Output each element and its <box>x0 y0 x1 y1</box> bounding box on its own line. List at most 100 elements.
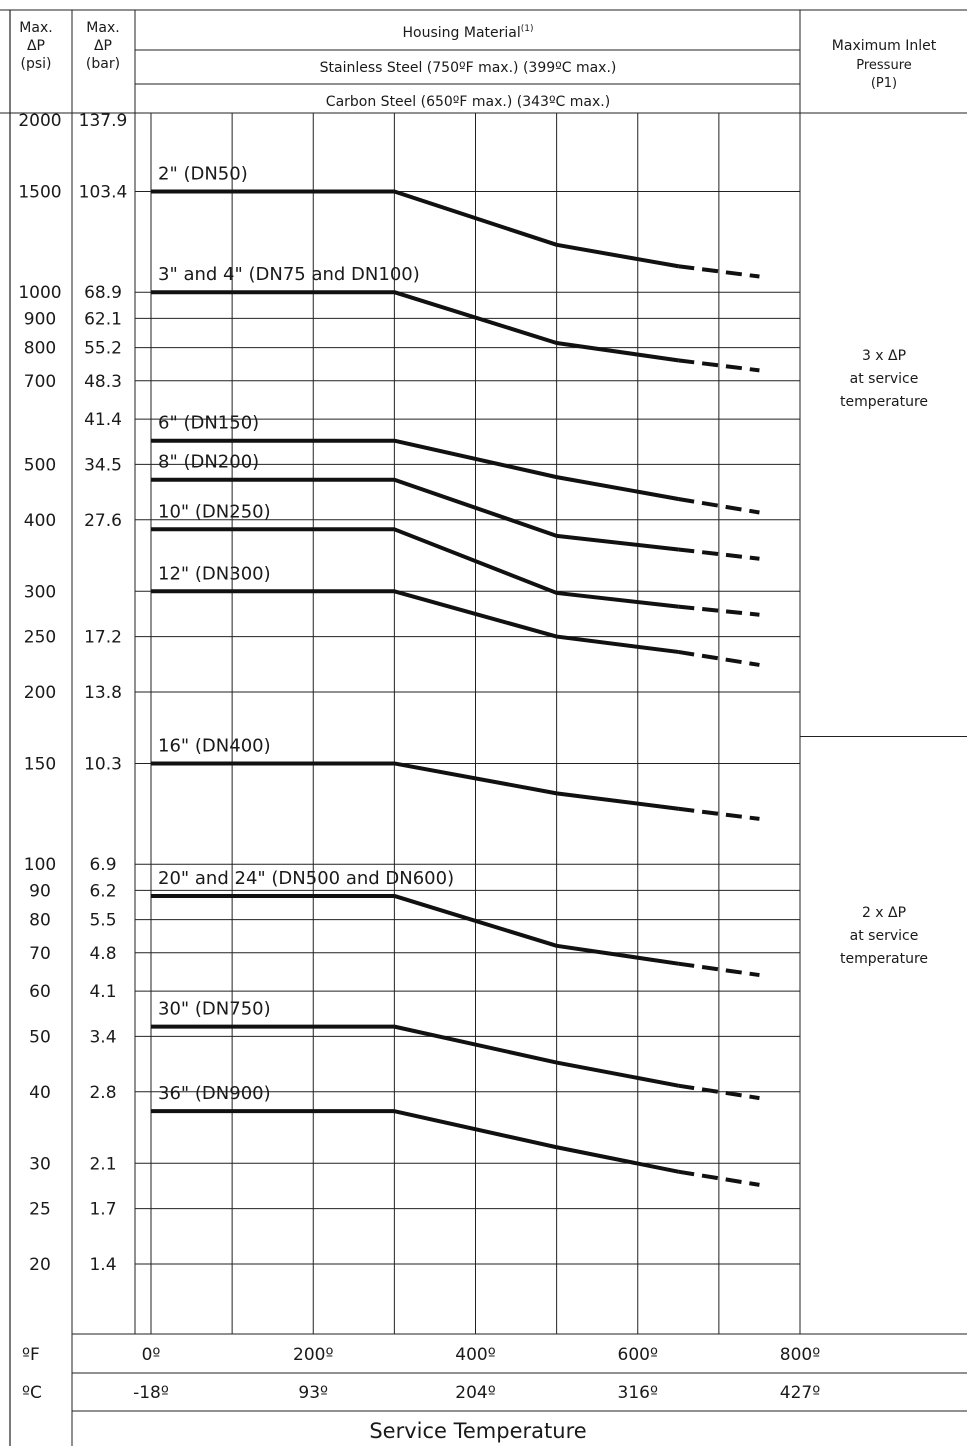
y-tick-psi: 500 <box>24 455 56 475</box>
y-tick-psi: 1000 <box>18 283 61 303</box>
series-line-solid <box>151 1109 679 1174</box>
x-axis: ºF ºC Service Temperature 0º 200º 400º 600º… <box>22 1345 820 1443</box>
y-tick-psi: 80 <box>29 911 51 931</box>
y-tick-psi: 150 <box>24 754 56 774</box>
y-tick-bar: 2.8 <box>89 1083 116 1103</box>
header-bar-max: Max. <box>86 20 119 36</box>
y-tick-psi: 60 <box>29 982 51 1002</box>
x-tick-c: -18º <box>133 1383 169 1403</box>
y-tick-bar: 4.8 <box>89 944 116 964</box>
header-stainless-steel: Stainless Steel (750ºF max.) (399ºC max.… <box>320 60 617 76</box>
header-max-inlet-1: Maximum Inlet <box>832 38 937 54</box>
series-line-dashed <box>677 1169 760 1187</box>
series-lines <box>151 189 760 1187</box>
y-tick-psi: 2000 <box>18 111 61 131</box>
x-tick-c: 427º <box>780 1383 820 1403</box>
series-line-solid <box>151 1024 679 1088</box>
y-tick-psi: 20 <box>29 1255 51 1275</box>
y-tick-bar: 17.2 <box>84 628 122 648</box>
series-line-dashed <box>678 604 760 617</box>
y-tick-psi: 400 <box>24 511 56 531</box>
grid <box>135 113 800 1334</box>
y-tick-bar: 5.5 <box>89 911 116 931</box>
inlet-pressure-note: temperature <box>840 394 928 410</box>
y-tick-bar: 13.8 <box>84 683 122 703</box>
inlet-pressure-note: at service <box>850 371 919 387</box>
series-labels: 2" (DN50) 3" and 4" (DN75 and DN100) 6" (D… <box>158 163 454 1104</box>
header-max-inlet-2: Pressure <box>856 58 912 73</box>
y-tick-psi: 800 <box>24 339 56 359</box>
series-label: 10" (DN250) <box>158 501 271 522</box>
series-label: 20" and 24" (DN500 and DN600) <box>158 868 454 889</box>
y-tick-psi: 25 <box>29 1200 51 1220</box>
series-label: 12" (DN300) <box>158 563 271 584</box>
y-tick-psi: 1500 <box>18 182 61 202</box>
y-tick-bar: 41.4 <box>84 410 122 430</box>
y-tick-psi: 100 <box>24 855 56 875</box>
y-tick-bar: 48.3 <box>84 372 122 392</box>
y-tick-bar: 10.3 <box>84 754 122 774</box>
series-line-dashed <box>678 264 760 279</box>
x-unit-c: ºC <box>22 1383 42 1403</box>
x-unit-f: ºF <box>22 1345 40 1365</box>
y-tick-bar: 6.2 <box>89 881 116 901</box>
series-line-solid <box>151 527 679 609</box>
inlet-pressure-note: 3 x ΔP <box>862 348 906 364</box>
header-carbon-steel: Carbon Steel (650ºF max.) (343ºC max.) <box>326 94 610 110</box>
series-label: 16" (DN400) <box>158 735 271 756</box>
series-line-dashed <box>677 649 760 667</box>
y-tick-psi: 250 <box>24 628 56 648</box>
header-housing-material: Housing Material(1) <box>403 24 534 41</box>
series-line-solid <box>151 438 679 501</box>
x-tick-f: 200º <box>293 1345 333 1365</box>
x-tick-c: 93º <box>298 1383 328 1403</box>
series-label: 8" (DN200) <box>158 452 259 473</box>
y-tick-bar: 62.1 <box>84 309 122 329</box>
chart-frame <box>0 9 967 1446</box>
series-line-solid <box>151 189 679 269</box>
y-tick-bar: 1.4 <box>89 1255 116 1275</box>
header-max-inlet-3: (P1) <box>871 76 897 91</box>
header-psi-max: Max. <box>19 20 52 36</box>
y-tick-psi: 200 <box>24 683 56 703</box>
y-tick-psi: 50 <box>29 1027 51 1047</box>
y-tick-psi: 40 <box>29 1083 51 1103</box>
series-label: 2" (DN50) <box>158 163 248 184</box>
series-label: 36" (DN900) <box>158 1083 271 1104</box>
y-tick-psi: 700 <box>24 372 56 392</box>
y-tick-psi: 70 <box>29 944 51 964</box>
x-tick-c: 316º <box>618 1383 658 1403</box>
series-line-solid <box>151 477 679 552</box>
header-psi-dp: ΔP <box>27 38 45 54</box>
y-tick-bar: 34.5 <box>84 455 122 475</box>
series-line-dashed <box>678 806 760 821</box>
series-line-solid <box>151 761 679 811</box>
y-tick-bar: 103.4 <box>79 182 128 202</box>
y-tick-bar: 68.9 <box>84 283 122 303</box>
x-axis-title: Service Temperature <box>369 1419 586 1443</box>
y-tick-bar: 55.2 <box>84 339 122 359</box>
y-tick-psi: 90 <box>29 881 51 901</box>
series-line-solid <box>151 589 679 654</box>
y-tick-psi: 300 <box>24 582 56 602</box>
y-axis-ticks: 2000 137.9 1500 103.4 1000 68.9 900 62.1 800 55.2… <box>18 111 127 1275</box>
inlet-pressure-notes: 3 x ΔP at service temperature 2 x ΔP at serv… <box>840 348 928 967</box>
y-tick-bar: 6.9 <box>89 855 116 875</box>
inlet-pressure-note: temperature <box>840 951 928 967</box>
y-tick-bar: 137.9 <box>79 111 128 131</box>
header-bar-unit: (bar) <box>86 56 120 72</box>
x-tick-f: 0º <box>142 1345 161 1365</box>
x-tick-f: 600º <box>618 1345 658 1365</box>
y-tick-bar: 3.4 <box>89 1027 116 1047</box>
series-line-dashed <box>678 961 760 978</box>
x-tick-c: 204º <box>455 1383 495 1403</box>
y-tick-bar: 2.1 <box>89 1154 116 1174</box>
series-line-dashed <box>678 1083 760 1101</box>
series-label: 6" (DN150) <box>158 413 259 434</box>
series-line-dashed <box>678 358 760 373</box>
y-tick-bar: 4.1 <box>89 982 116 1002</box>
x-tick-f: 400º <box>455 1345 495 1365</box>
y-tick-psi: 900 <box>24 309 56 329</box>
series-line-solid <box>151 290 679 363</box>
header-bar-dp: ΔP <box>94 38 112 54</box>
